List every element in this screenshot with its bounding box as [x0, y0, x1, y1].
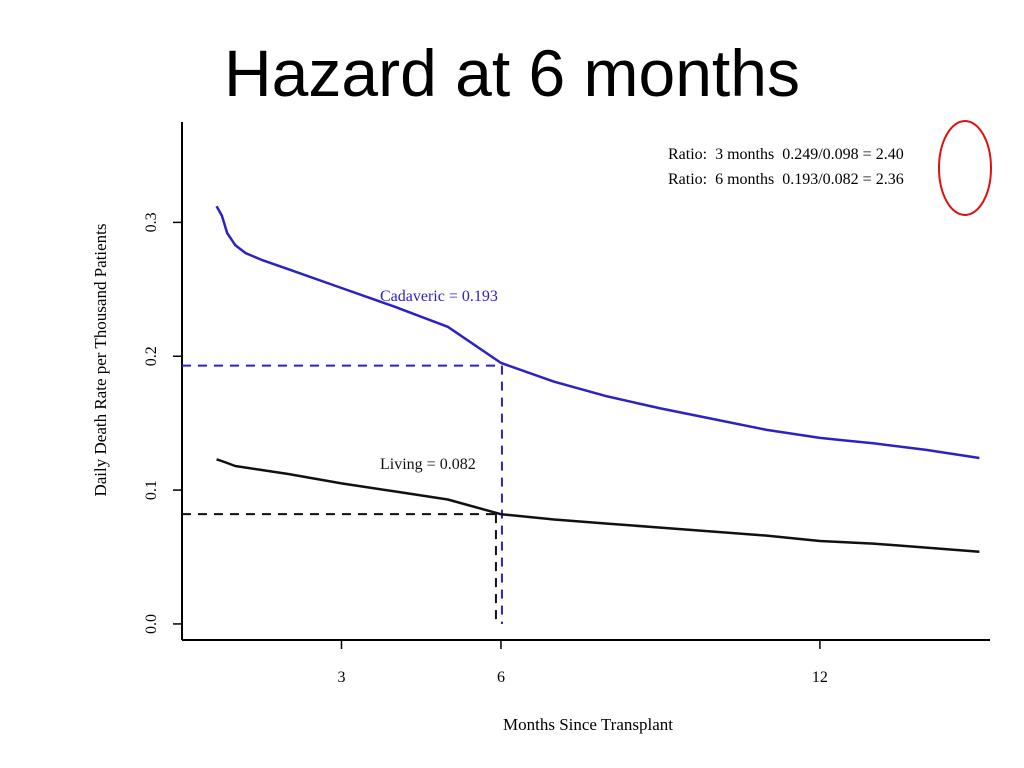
living-annotation: Living = 0.082 [380, 456, 476, 473]
ratio-3-months: Ratio: 3 months 0.249/0.098 = 2.40 [668, 146, 904, 163]
x-tick-label: 3 [337, 669, 345, 686]
y-axis-label: Daily Death Rate per Thousand Patients [91, 223, 110, 496]
ratio-6-months: Ratio: 6 months 0.193/0.082 = 2.36 [668, 171, 904, 188]
x-tick-label: 12 [812, 669, 828, 686]
x-tick-label: 6 [497, 669, 505, 686]
ratio-6-months-formula: Ratio: 6 months 0.193/0.082 = [668, 171, 876, 188]
cadaveric-annotation: Cadaveric = 0.193 [380, 288, 498, 305]
ratio-3-months-value: 2.40 [876, 146, 904, 163]
y-tick-label: 0.1 [143, 480, 160, 500]
y-tick-label: 0.0 [143, 614, 160, 634]
y-tick-label: 0.3 [143, 212, 160, 232]
series-line-living [216, 458, 980, 553]
slide-title: Hazard at 6 months [224, 36, 800, 110]
ratio-6-months-value: 2.36 [876, 171, 904, 188]
y-tick-label: 0.2 [143, 346, 160, 366]
ratio-highlight-ellipse [938, 120, 992, 216]
x-axis-label: Months Since Transplant [503, 715, 673, 734]
series-line-cadaveric [215, 205, 980, 460]
ratio-3-months-formula: Ratio: 3 months 0.249/0.098 = [668, 146, 876, 163]
